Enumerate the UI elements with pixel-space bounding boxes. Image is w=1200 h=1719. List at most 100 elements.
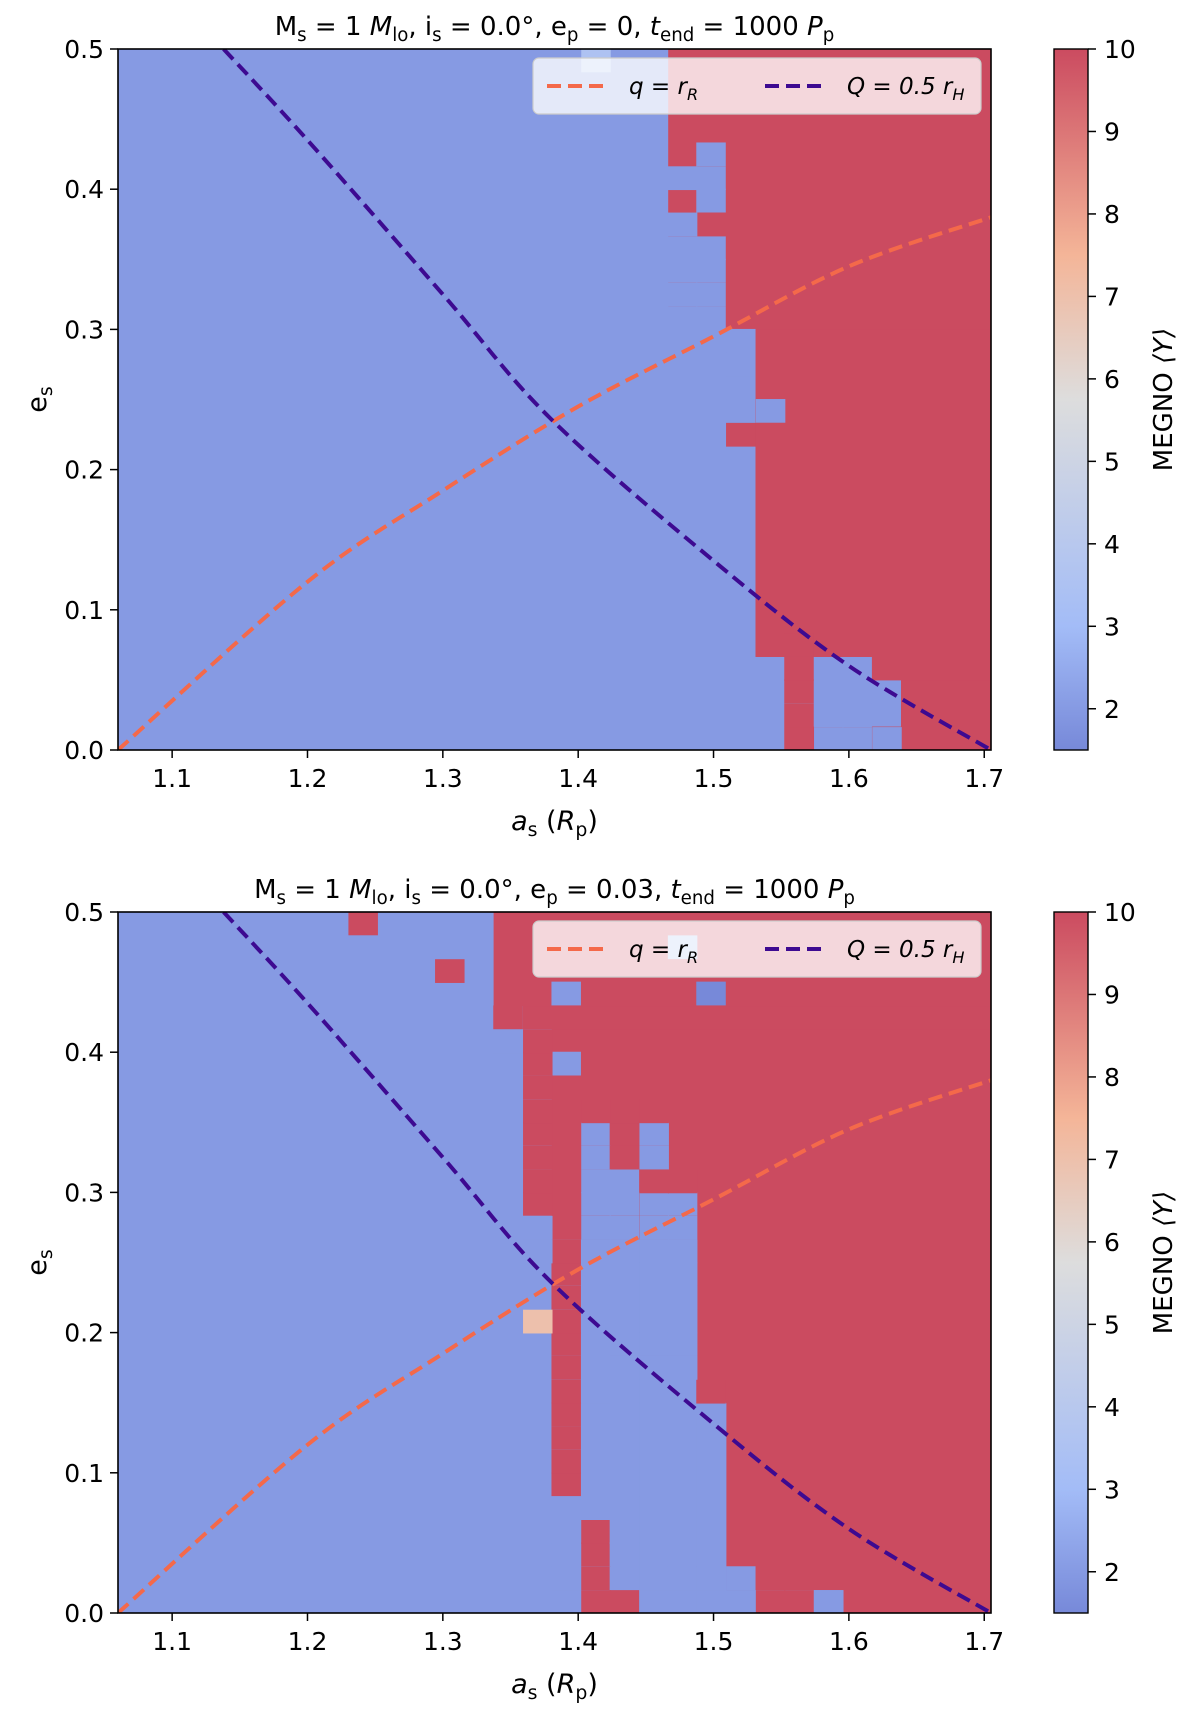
- megno-cell: [581, 1426, 611, 1450]
- chart-title: Ms = 1 Mlo, is = 0.0°, ep = 0.03, tend =…: [254, 875, 855, 909]
- megno-cell: [726, 422, 756, 447]
- y-tick-label: 0.1: [64, 1459, 104, 1488]
- y-tick-label: 0.2: [64, 1319, 104, 1348]
- megno-cell: [696, 306, 726, 331]
- x-tick-label: 1.7: [964, 764, 1004, 793]
- megno-cell: [609, 1169, 640, 1194]
- megno-cell: [639, 1239, 669, 1264]
- megno-cell: [551, 1239, 581, 1264]
- colorbar-tick-label: 10: [1104, 35, 1136, 64]
- megno-cell: [523, 1215, 553, 1240]
- megno-cell: [696, 142, 726, 167]
- x-axis-label: as (Rp): [511, 1669, 598, 1704]
- megno-cell: [609, 1472, 640, 1497]
- megno-cell: [814, 703, 844, 728]
- megno-cell: [581, 1355, 611, 1380]
- x-tick-label: 1.1: [152, 1627, 192, 1656]
- megno-cell: [814, 1590, 844, 1613]
- y-axis-label: es: [22, 386, 57, 412]
- colorbar-tick-label: 6: [1104, 1228, 1120, 1257]
- megno-cell: [726, 376, 756, 401]
- legend-label: q = rR: [629, 937, 698, 967]
- megno-cell: [696, 1566, 726, 1591]
- colorbar-tick-label: 9: [1104, 117, 1120, 146]
- colorbar-tick-label: 5: [1104, 1310, 1120, 1339]
- megno-cell: [581, 1262, 611, 1286]
- megno-cell: [551, 1590, 581, 1613]
- megno-cell: [696, 1449, 726, 1474]
- colorbar-tick-label: 6: [1104, 365, 1120, 394]
- colorbar-tick-label: 7: [1104, 1145, 1120, 1174]
- megno-cell: [667, 1285, 698, 1310]
- y-tick-label: 0.4: [64, 175, 104, 204]
- y-tick-label: 0.3: [64, 1178, 104, 1207]
- megno-cell: [639, 1379, 669, 1404]
- megno-cell: [581, 1496, 611, 1520]
- megno-cell: [667, 1426, 698, 1450]
- megno-cell: [639, 1332, 669, 1356]
- megno-cell: [842, 703, 872, 728]
- x-tick-label: 1.6: [829, 764, 869, 793]
- megno-cell: [609, 1355, 640, 1380]
- megno-cell: [581, 1402, 611, 1426]
- megno-cell: [581, 1520, 611, 1544]
- plot-frame: [117, 911, 992, 1614]
- q-equals-rR-curve: [118, 215, 991, 750]
- megno-cell: [696, 188, 726, 213]
- megno-cell: [696, 282, 726, 307]
- megno-cell: [667, 1215, 698, 1240]
- megno-cell: [667, 166, 698, 191]
- megno-cell: [667, 306, 698, 331]
- megno-cell: [784, 1590, 814, 1613]
- megno-cell: [609, 1590, 640, 1613]
- legend-label: Q = 0.5 rH: [847, 937, 964, 967]
- megno-cell: [551, 1309, 581, 1334]
- megno-cell: [523, 1191, 553, 1216]
- megno-cell: [639, 1169, 669, 1194]
- megno-cell: [755, 422, 786, 447]
- megno-cell: [551, 1051, 581, 1076]
- megno-cell: [551, 981, 581, 1006]
- megno-cell: [581, 1239, 611, 1264]
- x-tick-label: 1.7: [964, 1627, 1004, 1656]
- megno-cell: [842, 727, 872, 750]
- megno-cell: [667, 1309, 698, 1334]
- megno-cell: [696, 1402, 726, 1426]
- megno-cell: [814, 679, 844, 704]
- colorbar-tick-label: 7: [1104, 282, 1120, 311]
- megno-cell: [581, 1099, 611, 1124]
- megno-cell: [609, 1309, 640, 1334]
- colorbar-label: MEGNO ⟨Y⟩: [1149, 328, 1179, 471]
- megno-cell: [609, 1332, 640, 1356]
- chaotic-region-2: [697, 1239, 991, 1404]
- x-tick-label: 1.4: [558, 764, 598, 793]
- megno-cell: [523, 1145, 553, 1170]
- megno-cell: [551, 1379, 581, 1404]
- megno-cell: [639, 1590, 669, 1613]
- megno-cell: [726, 1590, 756, 1613]
- x-axis-label: as (Rp): [511, 806, 598, 841]
- legend-box: [532, 920, 982, 978]
- megno-cell: [609, 1542, 640, 1567]
- Q-equals-half-rH-curve: [222, 49, 991, 750]
- megno-cell: [609, 1191, 640, 1216]
- megno-cell: [551, 1566, 581, 1591]
- legend-label: Q = 0.5 rH: [847, 74, 964, 104]
- megno-cell: [696, 236, 726, 261]
- colorbar-1: 2 3 4 5 6 7 8 9 10 MEGNO ⟨Y⟩: [1053, 35, 1179, 751]
- megno-cell: [581, 1566, 611, 1591]
- megno-cell: [726, 328, 756, 353]
- megno-cell: [639, 1355, 669, 1380]
- megno-cell: [667, 1239, 698, 1264]
- chaotic-region-0: [842, 1589, 991, 1613]
- megno-cell: [784, 703, 814, 728]
- megno-cell: [726, 399, 756, 423]
- x-tick-label: 1.6: [829, 1627, 869, 1656]
- megno-cell: [667, 1355, 698, 1380]
- megno-cell: [696, 1542, 726, 1567]
- x-tick-label: 1.1: [152, 764, 192, 793]
- megno-cell: [814, 657, 844, 681]
- colorbar-tick-label: 4: [1104, 1393, 1120, 1422]
- megno-cell: [639, 1099, 669, 1124]
